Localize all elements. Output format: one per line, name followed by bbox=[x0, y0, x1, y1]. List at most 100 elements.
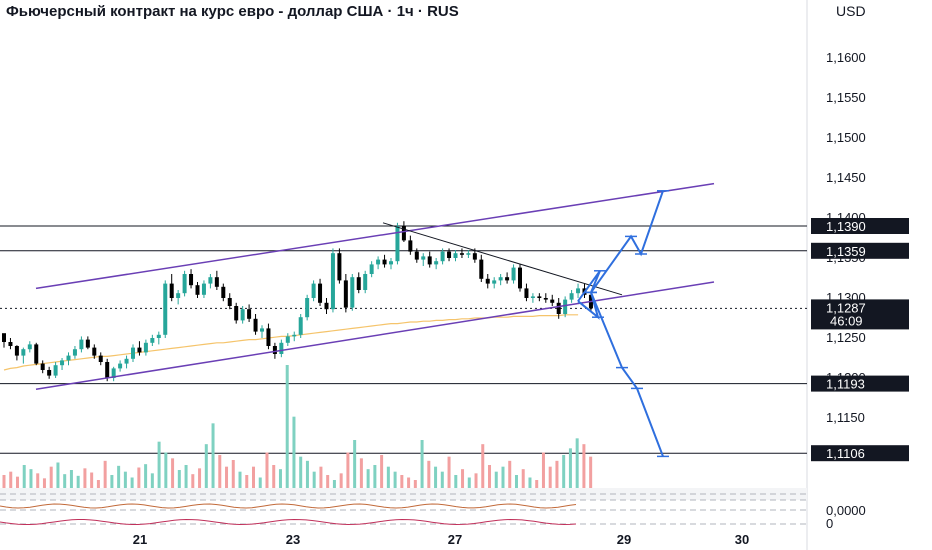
candle-body bbox=[260, 328, 264, 332]
y-tick-label: 1,1450 bbox=[826, 170, 866, 185]
candle-body bbox=[318, 283, 323, 303]
candle-body bbox=[518, 267, 522, 289]
candle-body bbox=[421, 256, 426, 260]
volume-bar bbox=[265, 452, 269, 490]
volume-bar bbox=[440, 471, 444, 490]
volume-bar bbox=[56, 462, 60, 490]
candle-body bbox=[530, 296, 535, 298]
volume-bar bbox=[380, 455, 384, 490]
candle-body bbox=[240, 309, 245, 321]
volume-bar bbox=[359, 458, 363, 490]
candle-body bbox=[21, 349, 26, 356]
volume-bar bbox=[582, 444, 586, 490]
forecast-paths bbox=[577, 190, 669, 458]
candle-body bbox=[414, 251, 419, 260]
lower-panel-tick: 0 bbox=[826, 516, 833, 531]
volume-bar bbox=[575, 438, 579, 490]
volume-bar bbox=[63, 474, 67, 490]
volume-bar bbox=[353, 440, 357, 490]
volume-bar bbox=[339, 473, 343, 490]
level-label-bg bbox=[811, 375, 909, 392]
volume-bar bbox=[191, 474, 195, 490]
candle-body bbox=[227, 298, 232, 306]
candle-body bbox=[285, 336, 290, 343]
candle-body bbox=[137, 347, 142, 353]
candle-body bbox=[356, 277, 361, 290]
candle-body bbox=[8, 342, 13, 346]
volume-bar bbox=[299, 456, 303, 490]
candle-body bbox=[92, 347, 97, 356]
candle-body bbox=[195, 285, 200, 295]
volume-bar bbox=[481, 444, 485, 490]
candle-body bbox=[447, 251, 452, 258]
volume-bar bbox=[366, 469, 370, 490]
volume-bar bbox=[110, 475, 114, 490]
candle-body bbox=[221, 286, 226, 298]
candle-body bbox=[459, 253, 464, 255]
forecast-path bbox=[577, 292, 664, 457]
y-tick-label: 1,1250 bbox=[826, 330, 866, 345]
candle-body bbox=[118, 363, 123, 369]
candle-body bbox=[34, 344, 39, 364]
candle-body bbox=[505, 277, 510, 281]
channel-lower-line bbox=[35, 281, 715, 390]
volume-bar bbox=[407, 477, 411, 490]
volume-bar bbox=[326, 475, 330, 490]
candle-body bbox=[537, 296, 542, 298]
candle-body bbox=[305, 298, 310, 318]
candle-body bbox=[105, 362, 110, 378]
candle-body bbox=[434, 261, 439, 265]
moving-average-line bbox=[3, 314, 579, 371]
volume-bar bbox=[447, 456, 451, 490]
candle-body bbox=[550, 299, 555, 303]
indicator-line bbox=[0, 518, 577, 526]
candle-body bbox=[472, 253, 477, 260]
volume-bar bbox=[272, 465, 276, 490]
volume-bar bbox=[69, 470, 73, 490]
y-tick-label: 1,1500 bbox=[826, 130, 866, 145]
x-tick-label: 29 bbox=[617, 532, 631, 547]
volume-bar bbox=[393, 471, 397, 490]
candle-body bbox=[298, 317, 303, 335]
candle-body bbox=[53, 365, 58, 376]
volume-bar bbox=[521, 469, 525, 490]
candle-body bbox=[247, 309, 252, 319]
level-label: 1,1390 bbox=[826, 219, 866, 234]
volume-bar bbox=[49, 466, 53, 490]
horizontal-levels bbox=[0, 225, 807, 454]
volume-bar bbox=[528, 477, 532, 490]
candle-body bbox=[72, 349, 77, 356]
candle-body bbox=[79, 339, 84, 350]
volume-bar bbox=[123, 471, 127, 490]
volume-bar bbox=[454, 475, 458, 490]
volume-bar bbox=[29, 469, 33, 490]
candle-body bbox=[337, 253, 342, 281]
channel-upper-line bbox=[35, 182, 715, 290]
candle-body bbox=[498, 277, 503, 281]
indicator-line bbox=[0, 503, 577, 509]
volume-bar bbox=[117, 465, 121, 490]
price-currency: USD bbox=[836, 3, 866, 19]
volume-bar bbox=[494, 471, 498, 490]
volume-bar bbox=[164, 452, 168, 490]
volume-bar bbox=[144, 464, 148, 490]
candle-body bbox=[324, 302, 329, 310]
candle-body bbox=[124, 358, 129, 364]
volume-bar bbox=[319, 466, 323, 490]
candle-body bbox=[427, 256, 432, 265]
candle-body bbox=[182, 274, 187, 294]
candle-body bbox=[253, 318, 258, 332]
level-label-bg bbox=[811, 218, 909, 234]
volume-bar bbox=[225, 466, 229, 490]
candle-body bbox=[85, 339, 90, 348]
candle-body bbox=[292, 334, 297, 337]
volume-bar bbox=[96, 480, 100, 490]
volume-bar bbox=[218, 455, 222, 490]
x-tick-label: 27 bbox=[448, 532, 462, 547]
candle-body bbox=[98, 355, 103, 362]
volume-bar bbox=[9, 471, 13, 490]
volume-bar bbox=[514, 475, 518, 490]
volume-bar bbox=[508, 460, 512, 490]
candle-body bbox=[343, 280, 348, 308]
